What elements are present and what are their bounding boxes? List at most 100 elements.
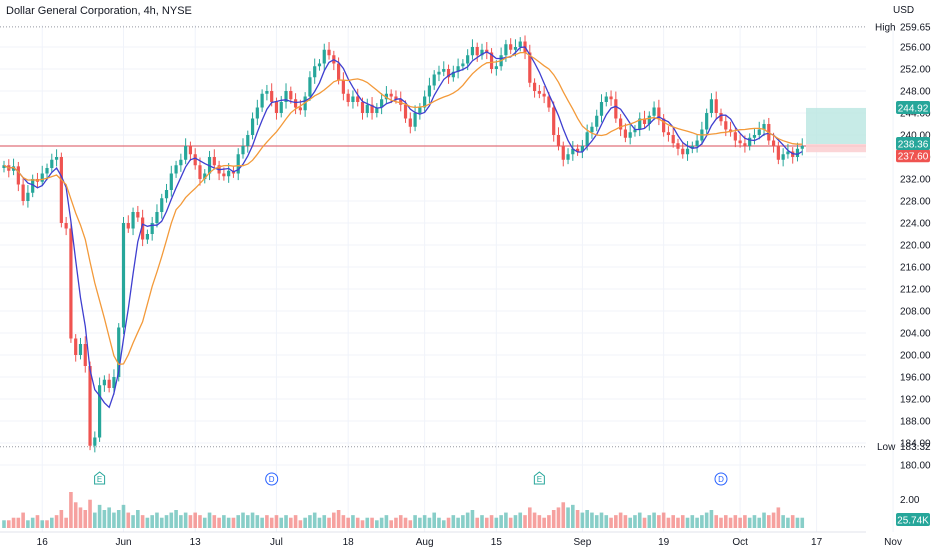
volume-bar [542,517,546,528]
candle-up [604,96,608,102]
candle-up [380,99,384,108]
x-tick-label: 16 [37,537,49,548]
x-tick-label: 18 [343,537,355,548]
candle-down [327,49,331,56]
candle-down [337,63,341,80]
candle-down [475,47,479,56]
volume-bar [35,515,40,528]
volume-bar [384,515,389,528]
volume-bar [69,492,73,528]
candle-up [384,93,388,100]
volume-bar [88,499,92,528]
y-tick-label: 248.00 [900,87,931,98]
volume-bar [78,507,83,528]
candle-up [461,63,465,67]
candle-up [246,135,250,146]
volume-bar [21,512,25,528]
candle-up [413,113,417,127]
candle-down [74,338,78,355]
chart-title: Dollar General Corporation, 4h, NYSE [6,5,192,17]
volume-last-tag: 25.74K [897,516,929,527]
volume-bar [255,515,260,528]
volume-bar [800,517,805,528]
volume-bar [781,515,785,528]
candle-up [54,157,59,160]
candle-down [188,146,193,155]
volume-bar [618,512,623,528]
candle-up [494,66,498,69]
volume-bar [508,517,513,528]
volume-bar [537,515,542,528]
price-axis[interactable]: 256.00252.00248.00244.00240.00236.00232.… [875,22,931,526]
ma-slow-line [3,51,803,366]
volume-bar [671,515,675,528]
volume-bar [126,512,131,528]
candle-down [771,140,776,146]
volume-bar [236,515,241,528]
volume-bar [346,517,350,528]
volume-bar [556,507,561,528]
y-tick-label: 200.00 [900,351,931,362]
candle-up [757,129,761,135]
candle-down [485,49,489,53]
volume-bars [2,492,805,528]
volume-bar [427,517,432,528]
x-tick-label: Sep [573,537,591,548]
y-tick-label: 244.00 [900,109,931,120]
volume-bar [528,507,532,528]
volume-bar [666,517,671,528]
volume-bar [375,520,379,528]
volume-bar [441,520,446,528]
candle-up [365,104,369,113]
candle-up [174,165,178,174]
volume-bar [418,517,422,528]
candle-up [566,154,570,160]
candle-up [709,99,714,113]
volume-bar [50,517,54,528]
candles [2,35,804,453]
volume-bar [379,517,384,528]
volume-bar [2,520,6,528]
candle-up [284,91,288,102]
candle-up [121,223,126,328]
volume-bar [465,512,470,528]
y-tick-label: 204.00 [900,329,931,340]
candle-up [279,102,283,113]
candle-up [117,327,121,377]
ma-fast-line [3,46,803,409]
volume-bar [709,510,714,528]
candle-up [265,91,269,94]
candle-down [141,217,145,240]
y-tick-label: 224.00 [900,219,931,230]
volume-bar [795,517,800,528]
candle-up [150,223,154,234]
candle-up [351,96,355,102]
candle-up [145,234,149,240]
candle-up [638,118,642,130]
candle-up [250,118,255,135]
candle-down [532,82,537,91]
volume-bar [112,512,116,528]
candle-down [341,80,345,94]
candle-up [518,41,522,47]
candle-up [628,132,632,138]
earnings-marker-label: E [97,475,102,484]
earnings-marker-label: E [537,475,542,484]
volume-bar [657,515,661,528]
candle-up [437,71,441,75]
candle-up [423,96,427,108]
candle-down [21,184,25,201]
volume-last-tag-bg [896,513,930,526]
y-tick-label: 228.00 [900,197,931,208]
candle-down [212,157,216,166]
candle-down [293,99,298,108]
volume-bar [341,515,346,528]
volume-bar [757,517,762,528]
candle-up [595,115,599,127]
volume-bar [389,520,393,528]
time-axis[interactable]: 16 Jun 13 Jul 18 Aug 15 Sep 19 Oct 17 Nov [37,537,902,548]
candle-up [50,159,54,168]
volume-bar [179,515,183,528]
